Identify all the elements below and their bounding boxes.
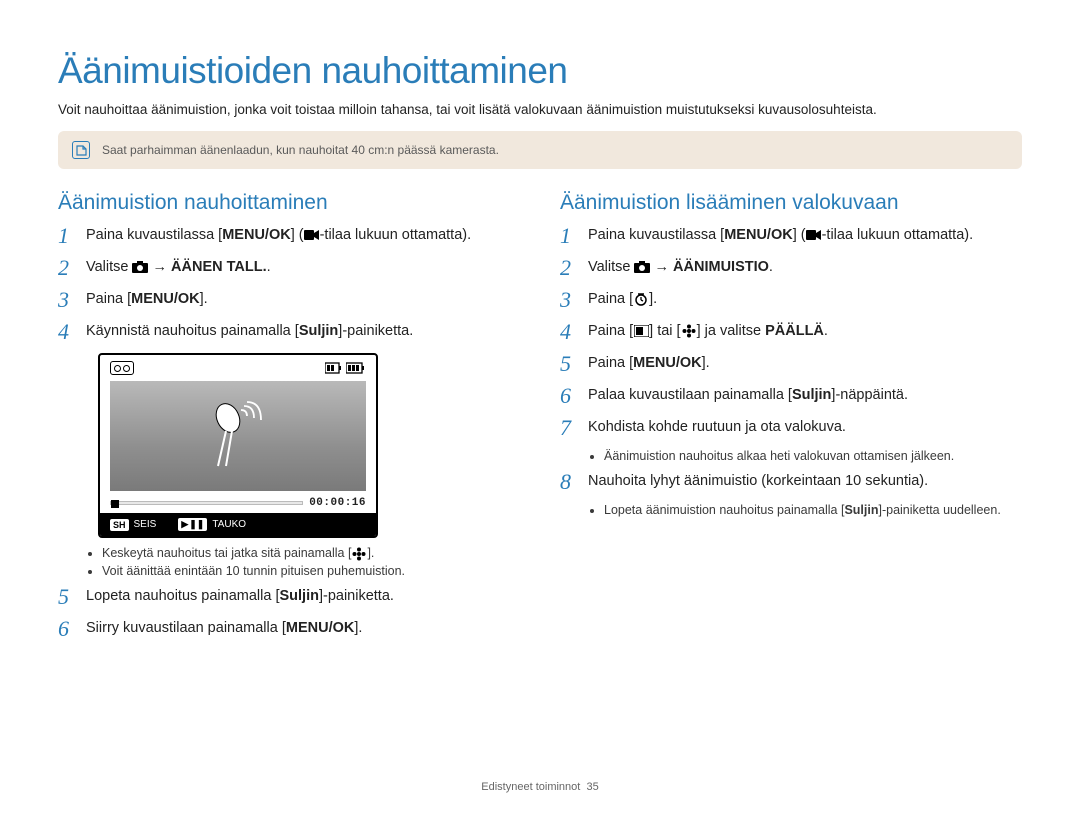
tape-icon [110,361,134,375]
bullet: Voit äänittää enintään 10 tunnin pituise… [102,564,520,578]
flower-icon [681,324,697,338]
right-step-6: 6 Palaa kuvaustilaan painamalla [Suljin]… [560,385,1022,407]
right-step-2: 2 Valitse → ÄÄNIMUISTIO. [560,257,1022,279]
left-step4-bullets: Keskeytä nauhoitus tai jatka sitä painam… [88,546,520,578]
info-text: Saat parhaimman äänenlaadun, kun nauhoit… [102,143,499,157]
step-text: Paina [MENU/OK]. [588,353,710,374]
left-heading: Äänimuistion nauhoittaminen [58,191,520,215]
camera-icon [132,260,148,274]
step-text: Palaa kuvaustilaan painamalla [Suljin]-n… [588,385,908,406]
step-text: Paina kuvaustilassa [MENU/OK] (-tilaa lu… [588,225,973,246]
step-number: 3 [560,289,578,311]
recording-preview [110,381,366,491]
step-text: Paina [] tai [] ja valitse PÄÄLLÄ. [588,321,828,342]
timer-icon [633,292,649,306]
intro-text: Voit nauhoittaa äänimuistion, jonka voit… [58,102,1022,117]
left-step-5: 5 Lopeta nauhoitus painamalla [Suljin]-p… [58,586,520,608]
sh-icon: SH [110,519,129,531]
left-step-4: 4 Käynnistä nauhoitus painamalla [Suljin… [58,321,520,343]
right-step-3: 3 Paina []. [560,289,1022,311]
step-text: Valitse → ÄÄNIMUISTIO. [588,257,773,278]
progress-bar [110,501,303,505]
step-text: Paina []. [588,289,657,310]
note-icon [72,141,90,159]
footer-section: Edistyneet toiminnot [481,781,580,793]
right-step8-bullets: Lopeta äänimuistion nauhoitus painamalla… [590,503,1022,517]
left-step-1: 1 Paina kuvaustilassa [MENU/OK] (-tilaa … [58,225,520,247]
right-step7-bullets: Äänimuistion nauhoitus alkaa heti valoku… [590,449,1022,463]
left-step-6: 6 Siirry kuvaustilaan painamalla [MENU/O… [58,618,520,640]
step-text: Paina kuvaustilassa [MENU/OK] (-tilaa lu… [86,225,471,246]
video-icon [806,228,822,242]
pause-play-icon: ▶❚❚ [178,518,207,531]
step-number: 8 [560,471,578,493]
step-number: 1 [58,225,76,247]
bullet: Keskeytä nauhoitus tai jatka sitä painam… [102,546,520,561]
right-step-4: 4 Paina [] tai [] ja valitse PÄÄLLÄ. [560,321,1022,343]
step-text: Siirry kuvaustilaan painamalla [MENU/OK]… [86,618,362,639]
right-step-5: 5 Paina [MENU/OK]. [560,353,1022,375]
left-step-2: 2 Valitse → ÄÄNEN TALL.. [58,257,520,279]
step-text: Paina [MENU/OK]. [86,289,208,310]
bullet: Lopeta äänimuistion nauhoitus painamalla… [604,503,1022,517]
recording-screen: 00:00:16 SH SEIS ▶❚❚ TAUKO [98,353,378,538]
page-footer: Edistyneet toiminnot 35 [0,781,1080,793]
step-number: 5 [560,353,578,375]
left-step-3: 3 Paina [MENU/OK]. [58,289,520,311]
card-icon [633,324,649,338]
step-text: Nauhoita lyhyt äänimuistio (korkeintaan … [588,471,928,492]
step-number: 5 [58,586,76,608]
step-number: 4 [58,321,76,343]
right-step-7: 7 Kohdista kohde ruutuun ja ota valokuva… [560,417,1022,439]
page-title: Äänimuistioiden nauhoittaminen [58,50,1022,92]
right-column: Äänimuistion lisääminen valokuvaan 1 Pai… [560,191,1022,650]
flower-icon [351,547,367,561]
info-box: Saat parhaimman äänenlaadun, kun nauhoit… [58,131,1022,169]
bullet: Äänimuistion nauhoitus alkaa heti valoku… [604,449,1022,463]
step-number: 7 [560,417,578,439]
microphone-icon [208,396,268,476]
stop-label: SEIS [134,519,157,530]
right-heading: Äänimuistion lisääminen valokuvaan [560,191,1022,215]
step-number: 4 [560,321,578,343]
step-text: Valitse → ÄÄNEN TALL.. [86,257,271,278]
right-step-1: 1 Paina kuvaustilassa [MENU/OK] (-tilaa … [560,225,1022,247]
step-number: 2 [58,257,76,279]
left-column: Äänimuistion nauhoittaminen 1 Paina kuva… [58,191,520,650]
right-step-8: 8 Nauhoita lyhyt äänimuistio (korkeintaa… [560,471,1022,493]
control-row: SH SEIS ▶❚❚ TAUKO [100,513,376,536]
footer-page: 35 [586,781,598,793]
video-icon [304,228,320,242]
timer-text: 00:00:16 [309,497,366,509]
step-text: Käynnistä nauhoitus painamalla [Suljin]-… [86,321,413,342]
timer-row: 00:00:16 [110,497,366,509]
step-number: 3 [58,289,76,311]
step-text: Kohdista kohde ruutuun ja ota valokuva. [588,417,846,438]
step-number: 6 [58,618,76,640]
step-number: 1 [560,225,578,247]
step-number: 6 [560,385,578,407]
battery-indicator [325,362,366,374]
step-text: Lopeta nauhoitus painamalla [Suljin]-pai… [86,586,394,607]
camera-icon [634,260,650,274]
pause-label: TAUKO [212,519,246,530]
step-number: 2 [560,257,578,279]
